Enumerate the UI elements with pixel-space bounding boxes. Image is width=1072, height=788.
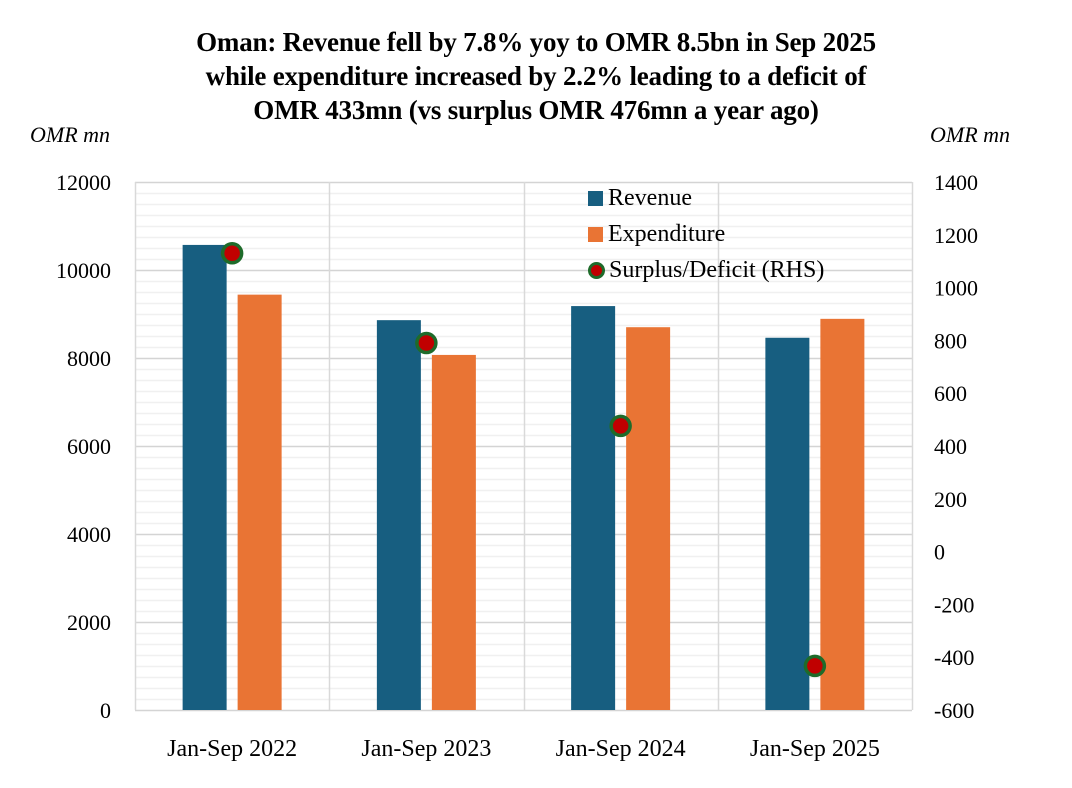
surplus-markers (220, 242, 827, 678)
x-tick-label: Jan-Sep 2023 (361, 736, 491, 762)
bar-expenditure-1 (237, 294, 282, 710)
x-tick-label: Jan-Sep 2025 (750, 736, 880, 762)
left-tick-label: 8000 (67, 346, 111, 371)
x-tick-label: Jan-Sep 2022 (167, 736, 297, 762)
bar-expenditure-3 (626, 327, 671, 710)
chart-title-line-3: OMR 433mn (vs surplus OMR 476mn a year a… (253, 95, 819, 125)
right-tick-label: 200 (934, 487, 967, 512)
bar-expenditure-2 (431, 354, 476, 710)
legend-label-revenue: Revenue (608, 185, 692, 211)
left-tick-label: 10000 (56, 258, 111, 283)
right-tick-label: 1400 (934, 170, 978, 195)
x-tick-label: Jan-Sep 2024 (556, 736, 686, 762)
right-tick-label: -400 (934, 645, 974, 670)
bar-revenue-2 (376, 320, 421, 710)
legend-item-expenditure[interactable]: Expenditure (588, 216, 824, 252)
legend-item-revenue[interactable]: Revenue (588, 180, 824, 216)
chart-title: Oman: Revenue fell by 7.8% yoy to OMR 8.… (0, 25, 1072, 127)
chart-title-line-2: while expenditure increased by 2.2% lead… (205, 61, 867, 91)
bar-expenditure-4 (820, 318, 865, 710)
left-axis-unit-label: OMR mn (30, 122, 111, 147)
left-tick-label: 6000 (67, 434, 111, 459)
right-axis-ticks: -600 -400 -200 0 200 400 600 800 1000 1200 1400 (934, 170, 978, 723)
legend-marker-surplus-deficit (588, 261, 605, 279)
chart-title-line-1: Oman: Revenue fell by 7.8% yoy to OMR 8.… (196, 27, 876, 57)
left-tick-label: 4000 (67, 522, 111, 547)
left-tick-label: 0 (100, 698, 111, 723)
bar-revenue-3 (571, 306, 616, 710)
x-axis-ticks: Jan-Sep 2022 Jan-Sep 2023 Jan-Sep 2024 Jan-… (167, 736, 880, 762)
legend-label-surplus-deficit: Surplus/Deficit (RHS) (609, 257, 825, 283)
right-tick-label: 1000 (934, 276, 978, 301)
legend-swatch-revenue (588, 190, 603, 206)
legend-swatch-expenditure (588, 226, 603, 242)
right-tick-label: -200 (934, 592, 974, 617)
legend: Revenue Expenditure Surplus/Deficit (RHS… (588, 180, 824, 288)
surplus-deficit-marker-3 (609, 414, 632, 438)
right-tick-label: 1200 (934, 223, 978, 248)
left-tick-label: 12000 (56, 170, 111, 195)
right-axis-unit-label: OMR mn (930, 122, 1011, 147)
legend-item-surplus-deficit[interactable]: Surplus/Deficit (RHS) (588, 252, 824, 288)
right-tick-label: 400 (934, 434, 967, 459)
right-tick-label: 0 (934, 540, 945, 565)
legend-label-expenditure: Expenditure (608, 221, 726, 247)
bar-revenue-1 (182, 244, 227, 711)
left-tick-label: 2000 (67, 610, 111, 635)
bar-revenue-4 (765, 337, 810, 710)
surplus-deficit-marker-1 (220, 242, 244, 265)
right-tick-label: -600 (934, 698, 974, 723)
left-axis-ticks: 0 2000 4000 6000 8000 10000 12000 (56, 170, 111, 723)
right-tick-label: 800 (934, 328, 967, 353)
bars (182, 244, 865, 711)
right-tick-label: 600 (934, 381, 967, 406)
surplus-deficit-marker-2 (415, 331, 438, 355)
surplus-deficit-marker-4 (803, 654, 827, 678)
